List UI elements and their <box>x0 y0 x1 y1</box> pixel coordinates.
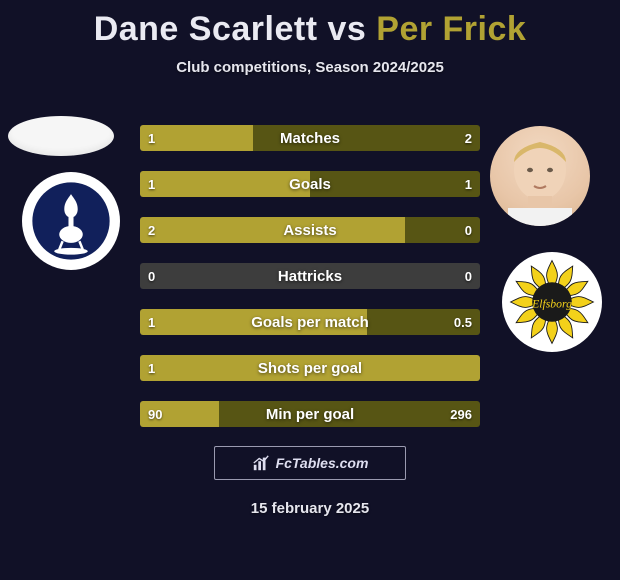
stat-row: 00Hattricks <box>140 263 480 289</box>
vs-separator: vs <box>327 10 366 48</box>
player1-club-logo <box>22 172 120 270</box>
stat-bar-left <box>140 217 405 243</box>
stat-bar-right <box>253 125 480 151</box>
stat-row: 12Matches <box>140 125 480 151</box>
elfsborg-logo-icon: Elfsborg <box>507 257 597 347</box>
tottenham-logo-icon <box>29 179 113 263</box>
player2-club-logo: Elfsborg <box>502 252 602 352</box>
stat-row: 10.5Goals per match <box>140 309 480 335</box>
subtitle: Club competitions, Season 2024/2025 <box>0 59 620 76</box>
stat-row: 1Shots per goal <box>140 355 480 381</box>
svg-text:Elfsborg: Elfsborg <box>531 297 572 310</box>
stats-container: 12Matches 11Goals 20Assists 00Hattricks 10.5… <box>140 125 480 447</box>
stat-bar-right <box>310 171 480 197</box>
stat-bar-left <box>140 355 480 381</box>
player1-avatar <box>8 116 114 156</box>
stat-row: 90296Min per goal <box>140 401 480 427</box>
stat-bar-left <box>140 309 367 335</box>
stat-row: 20Assists <box>140 217 480 243</box>
chart-icon <box>252 454 270 472</box>
player2-avatar <box>490 126 590 226</box>
stat-bar-left <box>140 125 253 151</box>
stat-bar-left <box>140 401 219 427</box>
comparison-date: 15 february 2025 <box>0 500 620 517</box>
stat-bar-left <box>140 171 310 197</box>
player2-name: Per Frick <box>376 10 526 48</box>
comparison-title: Dane Scarlett vs Per Frick <box>0 0 620 49</box>
footer-brand-badge: FcTables.com <box>214 446 406 480</box>
stat-bar-empty <box>140 263 480 289</box>
player1-name: Dane Scarlett <box>94 10 318 48</box>
stat-bar-right <box>367 309 480 335</box>
stat-bar-right <box>405 217 480 243</box>
footer-brand-text: FcTables.com <box>276 455 369 471</box>
face-icon <box>490 126 590 226</box>
stat-row: 11Goals <box>140 171 480 197</box>
stat-bar-right <box>219 401 480 427</box>
